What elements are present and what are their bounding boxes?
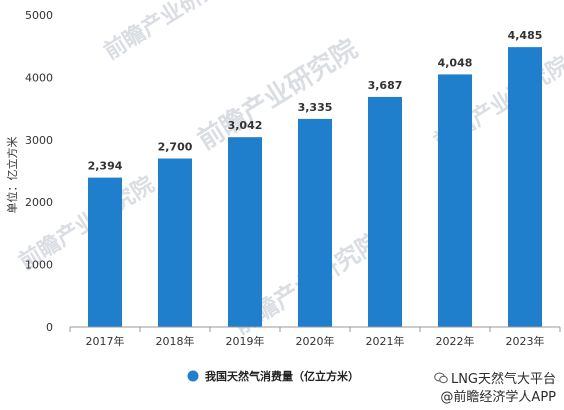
- y-tick-label: 4000: [25, 71, 53, 84]
- data-label: 4,485: [508, 29, 543, 42]
- y-tick-label: 0: [46, 321, 53, 334]
- data-label: 2,394: [88, 160, 123, 173]
- y-axis-title: 单位：亿立方米: [5, 137, 19, 214]
- x-tick-label: 2022年: [436, 334, 475, 348]
- bar: [298, 118, 332, 327]
- bar: [158, 158, 192, 327]
- data-label: 3,335: [298, 101, 333, 114]
- caption-text-2: @前瞻经济学人APP: [440, 390, 556, 405]
- data-label: 4,048: [438, 56, 473, 69]
- x-tick-label: 2020年: [296, 334, 335, 348]
- data-labels: 2,394 2,700 3,042 3,335 3,687 4,048 4,485: [88, 29, 543, 172]
- x-tick-label: 2018年: [156, 334, 195, 348]
- watermark-text-1: 前瞻产业研究院: [99, 0, 243, 65]
- data-label: 3,042: [228, 119, 263, 132]
- legend-label: 我国天然气消费量（亿立方米）: [205, 369, 359, 383]
- x-axis: 2017年 2018年 2019年 2020年 2021年 2022年 2023年: [69, 326, 561, 348]
- y-tick-label: 1000: [25, 259, 53, 272]
- y-tick-label: 2000: [25, 196, 53, 209]
- bar: [88, 177, 122, 327]
- bar: [368, 96, 402, 327]
- x-tick-label: 2019年: [226, 334, 265, 348]
- x-tick-label: 2023年: [506, 334, 545, 348]
- y-tick-label: 3000: [25, 134, 53, 147]
- data-label: 3,687: [368, 79, 403, 92]
- caption-line-2: @前瞻经济学人APP: [440, 390, 556, 406]
- x-tick-label: 2017年: [86, 334, 125, 348]
- data-label: 2,700: [158, 141, 193, 154]
- wechat-icon: [434, 372, 448, 384]
- legend: 我国天然气消费量（亿立方米）: [187, 369, 359, 383]
- bar: [438, 74, 472, 327]
- y-tick-label: 5000: [25, 9, 53, 22]
- bar-series: [88, 47, 542, 328]
- legend-marker: [187, 370, 199, 382]
- y-axis-ticks: 0 1000 2000 3000 4000 5000: [25, 9, 53, 334]
- caption-line-1: LNG天然气大平台: [434, 371, 556, 388]
- bar: [508, 47, 542, 328]
- watermark-text-2: 前瞻产业研究院: [192, 33, 363, 156]
- caption-text-1: LNG天然气大平台: [450, 372, 556, 387]
- bar: [228, 137, 262, 327]
- x-tick-label: 2021年: [366, 334, 405, 348]
